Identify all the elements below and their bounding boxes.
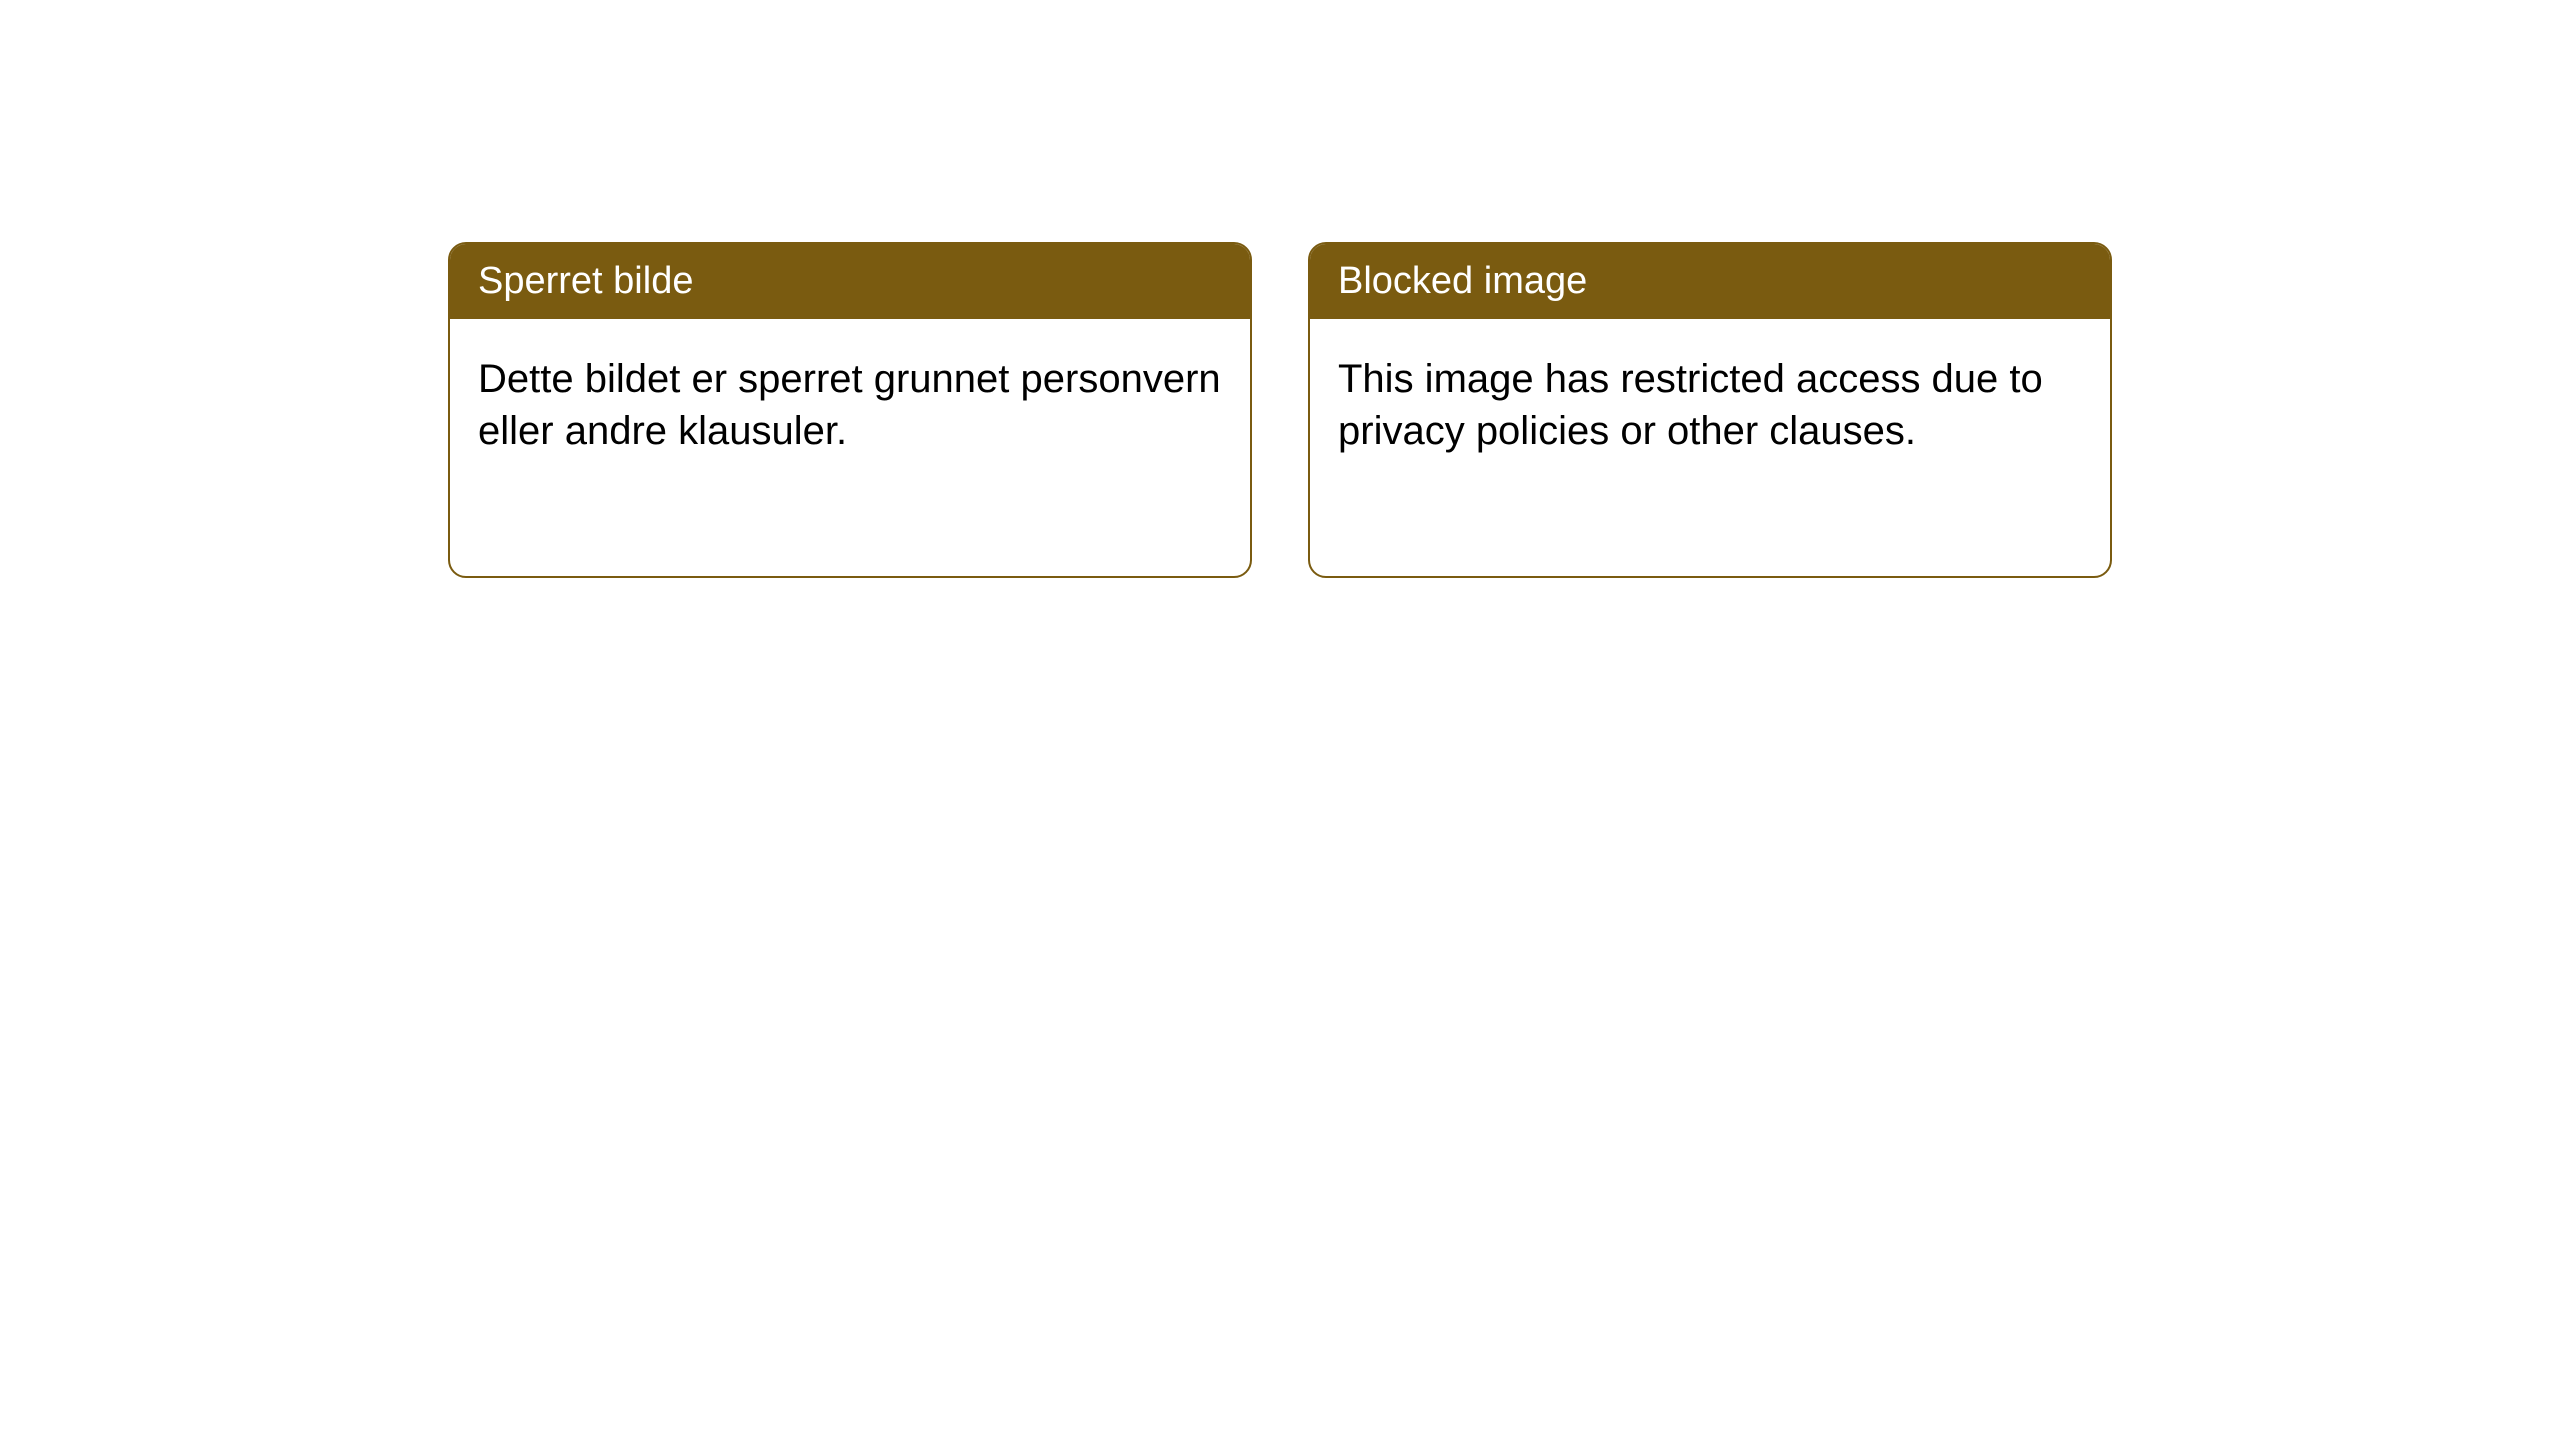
- notice-card-norwegian: Sperret bilde Dette bildet er sperret gr…: [448, 242, 1252, 578]
- card-header: Blocked image: [1310, 244, 2110, 319]
- card-body: This image has restricted access due to …: [1310, 319, 2110, 491]
- card-header: Sperret bilde: [450, 244, 1250, 319]
- card-header-title: Blocked image: [1338, 260, 1587, 302]
- notice-card-english: Blocked image This image has restricted …: [1308, 242, 2112, 578]
- card-body: Dette bildet er sperret grunnet personve…: [450, 319, 1250, 491]
- notice-cards-container: Sperret bilde Dette bildet er sperret gr…: [448, 242, 2112, 578]
- card-header-title: Sperret bilde: [478, 260, 693, 302]
- card-body-text: This image has restricted access due to …: [1338, 357, 2043, 453]
- card-body-text: Dette bildet er sperret grunnet personve…: [478, 357, 1221, 453]
